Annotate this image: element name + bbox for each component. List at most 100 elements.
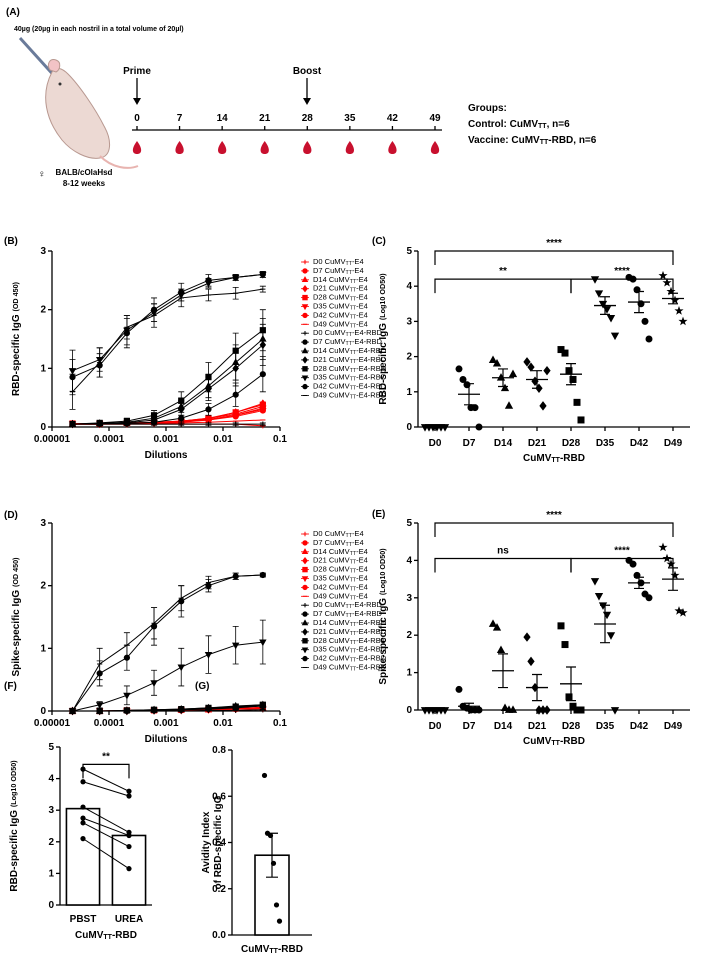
marker (561, 641, 569, 649)
text-part: TT (350, 569, 357, 575)
text-part: -E4-RBD (356, 346, 387, 355)
text-part: 5 (406, 518, 412, 529)
group-control: Control: CuMVTT, n=6 (468, 119, 570, 130)
text-part: -E4 (356, 573, 368, 582)
text-part: TT (350, 315, 357, 321)
text-part: CuMV (511, 135, 540, 146)
x-axis-label: Dilutions (145, 734, 188, 745)
y-tick-label: 0.4 (212, 837, 226, 848)
marker (69, 420, 76, 428)
text-part: 0.00001 (34, 718, 71, 729)
marker (204, 652, 213, 659)
text-part: D0 (429, 721, 442, 732)
x-tick-label: D0 (429, 721, 442, 732)
text-part: D35 (313, 301, 329, 310)
marker (488, 619, 498, 627)
series-line (72, 288, 263, 393)
panel-label: (E) (372, 509, 385, 520)
x-tick-label: 0.00001 (34, 434, 71, 445)
data-point (80, 804, 86, 810)
y-tick-label: 1 (40, 643, 46, 654)
text-part: (OD 450) (11, 557, 20, 587)
text-part: (Log10 OD50) (9, 760, 18, 807)
panel-label: (C) (372, 236, 386, 247)
text-part: ♀ (38, 169, 46, 180)
text-part: D21 (313, 627, 329, 636)
text-part: -E4-RBD (356, 373, 387, 382)
sem-bar (668, 292, 678, 305)
series-line (72, 373, 264, 425)
marker (301, 375, 309, 382)
significance-bracket (434, 250, 674, 265)
blood-drop (345, 141, 354, 154)
y-tick-label: 3 (406, 592, 412, 603)
x-tick-label: 0.0001 (94, 718, 125, 729)
x-axis-label: Dilutions (145, 450, 188, 461)
marker (606, 632, 616, 640)
text-part: 0 (406, 422, 412, 433)
text-part: CuMV (329, 636, 350, 645)
legend-label: D49 CuMVTT-E4-RBD (313, 662, 387, 672)
significance-label: **** (546, 510, 562, 521)
text-part: CuMV (329, 373, 350, 382)
text-part: D7 (463, 721, 476, 732)
text-part: Groups: (468, 103, 507, 114)
text-part: TT (350, 288, 357, 294)
text-part: PBST (70, 914, 97, 925)
legend-label: D35 CuMVTT-E4-RBD (313, 373, 387, 383)
text-part: D42 (313, 310, 329, 319)
boost-label: Boost (293, 66, 322, 77)
data-point (126, 832, 132, 839)
blood-drop (218, 141, 227, 154)
y-tick-label: 5 (406, 518, 412, 529)
y-tick-label: 2 (406, 630, 412, 641)
y-tick-label: 0.6 (212, 791, 226, 802)
marker (301, 576, 309, 583)
text-part: 1 (48, 868, 54, 879)
marker (471, 404, 479, 412)
blood-drop (175, 141, 184, 154)
marker (178, 421, 184, 427)
prime-label: Prime (123, 66, 151, 77)
legend-label: D14 CuMVTT-E4-RBD (313, 618, 387, 628)
text-part: TT (540, 139, 549, 146)
age: 8-12 weeks (63, 179, 106, 188)
y-tick-label: 0 (48, 900, 54, 911)
text-part: CuMV (325, 600, 346, 609)
text-part: TT (350, 306, 357, 312)
x-tick-label: D49 (664, 721, 683, 732)
legend-label: D28 CuMVTT-E4 (313, 293, 368, 303)
text-part: D28 (313, 636, 329, 645)
text-part: CuMV (325, 337, 346, 346)
text-part: UREA (115, 914, 143, 925)
series-line (72, 344, 264, 425)
y-tick-label: 4 (406, 281, 412, 292)
text-part: D14 (494, 721, 513, 732)
text-part: CuMV (325, 609, 346, 618)
text-part: -E4 (356, 319, 368, 328)
text-part: CuMV (329, 319, 350, 328)
sem-bar (566, 666, 576, 702)
text-part: TT (350, 279, 357, 285)
x-tick-label: D28 (562, 438, 581, 449)
pair-line (82, 781, 130, 797)
text-part: D35 (596, 438, 615, 449)
x-tick-label: 0.0001 (94, 434, 125, 445)
series-line (72, 641, 263, 712)
text-part: D35 (596, 721, 615, 732)
sem-bar (634, 290, 644, 314)
text-part: (OD 450) (11, 281, 20, 311)
text-part: D14 (313, 547, 329, 556)
marker (150, 706, 158, 713)
marker (150, 412, 158, 419)
text-part: CuMV (241, 944, 270, 955)
text-part: TT (350, 551, 357, 557)
text-part: TT (346, 261, 353, 267)
text-part: (OD 450) (11, 281, 20, 311)
y-tick-label: 0.8 (212, 745, 226, 756)
marker (150, 680, 158, 687)
marker (610, 332, 620, 341)
marker (504, 401, 514, 409)
x-tick-label: 0.00001 (34, 718, 71, 729)
marker (302, 611, 308, 617)
